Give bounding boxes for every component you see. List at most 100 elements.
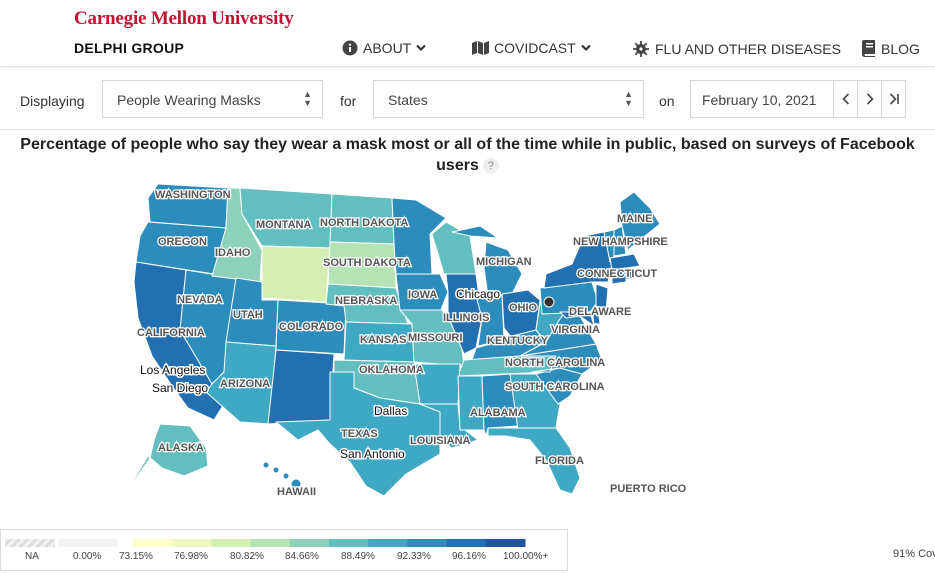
prev-date-button[interactable] [833,81,858,117]
nav-blog[interactable]: BLOG [862,40,920,57]
legend-color-step [368,539,408,547]
state-new-mexico[interactable] [267,349,335,425]
legend-color-step [250,539,291,547]
city-chicago: Chicago [456,287,500,301]
label-north-carolina: NORTH CAROLINA [505,357,605,369]
state-new-jersey[interactable] [595,283,609,313]
label-kansas: KANSAS [360,334,406,346]
map-legend: NA 0.00% 73.15% 76.98% 80.82% 84.66% 88.… [0,529,568,571]
label-oregon: OREGON [158,236,207,248]
state-rhode-island[interactable] [625,267,633,281]
legend-label: 73.15% [119,551,153,562]
state-new-hampshire[interactable] [613,225,627,257]
state-minnesota[interactable] [391,197,447,275]
label-puerto-rico: PUERTO RICO [610,483,687,495]
legend-color-step [485,539,526,547]
map-title: Percentage of people who say they wear a… [20,134,915,176]
state-wyoming[interactable] [261,245,331,303]
label-iowa: IOWA [408,289,437,301]
state-maine[interactable] [619,191,661,251]
state-connecticut[interactable] [611,267,627,285]
label-utah: UTAH [233,309,263,321]
legend-color-step [329,539,369,547]
nav-blog-label: BLOG [881,40,920,57]
state-louisiana[interactable] [419,403,479,449]
state-delaware[interactable] [591,307,601,325]
coverage-text: 91% Cov [893,548,935,560]
state-massachusetts[interactable] [609,253,641,271]
label-delaware: DELAWARE [569,306,631,318]
label-south-dakota: SOUTH DAKOTA [323,257,411,269]
dc-marker[interactable] [543,296,555,308]
signal-select-value: People Wearing Masks [117,92,261,108]
state-north-carolina[interactable] [519,343,603,375]
latest-date-button[interactable] [881,81,906,117]
nav-covidcast[interactable]: COVIDCAST [472,40,591,56]
delphi-group-link[interactable]: DELPHI GROUP [74,40,185,56]
chevron-down-icon [416,44,427,52]
state-illinois[interactable] [445,273,483,355]
nav-about[interactable]: ABOUT [342,40,427,56]
label-kentucky: KENTUCKY [487,335,549,347]
displaying-label: Displaying [20,93,85,109]
label-florida: FLORIDA [535,455,584,467]
next-date-button[interactable] [857,81,882,117]
state-alaska[interactable] [123,423,209,497]
label-nebraska: NEBRASKA [335,295,397,307]
for-label: for [340,93,357,109]
label-ohio: OHIO [509,302,538,314]
legend-label: 92.33% [397,551,431,562]
map-title-text: Percentage of people who say they wear a… [20,136,915,174]
state-iowa[interactable] [395,273,449,313]
state-maryland[interactable] [559,311,595,327]
legend-label: 88.49% [341,551,375,562]
label-hawaii: HAWAII [277,486,316,498]
state-mississippi[interactable] [457,375,485,431]
label-washington: WASHINGTON [155,189,231,201]
legend-color-step [407,539,448,547]
nav-covidcast-label: COVIDCAST [494,40,576,56]
map-controls-bar: Displaying People Wearing Masks ▲ ▼ for S… [0,67,935,130]
label-michigan: MICHIGAN [476,256,532,268]
date-value: February 10, 2021 [702,92,817,108]
legend-label: 96.16% [452,551,486,562]
state-indiana[interactable] [475,295,505,347]
legend-label: 76.98% [174,551,208,562]
us-choropleth-map[interactable]: WASHINGTON OREGON IDAHO MONTANA NORTH DA… [0,178,935,520]
city-san-antonio: San Antonio [340,447,405,461]
legend-gradient [133,539,526,547]
signal-select[interactable]: People Wearing Masks ▲ ▼ [102,80,323,118]
label-nevada: NEVADA [177,294,223,306]
label-maine: MAINE [617,213,652,225]
label-arizona: ARIZONA [220,378,270,390]
legend-label: 80.82% [230,551,264,562]
label-idaho: IDAHO [215,247,251,259]
help-icon[interactable]: ? [482,157,499,174]
chevron-down-icon [580,44,591,52]
label-virginia: VIRGINIA [551,324,600,336]
legend-label: 100.00%+ [503,551,548,562]
legend-color-step [133,539,173,547]
nav-flu-label: FLU AND OTHER DISEASES [655,41,841,57]
site-header: Carnegie Mellon University DELPHI GROUP … [0,0,935,67]
university-logo-text[interactable]: Carnegie Mellon University [74,8,294,29]
legend-color-step [172,539,212,547]
state-florida[interactable] [487,427,581,495]
chevron-right-icon [866,93,874,105]
label-connecticut: CONNECTICUT [577,268,657,280]
on-label: on [659,93,675,109]
date-picker[interactable]: February 10, 2021 [690,80,906,118]
legend-label: 0.00% [73,551,101,562]
label-california: CALIFORNIA [137,327,205,339]
label-montana: MONTANA [256,219,311,231]
label-south-carolina: SOUTH CAROLINA [505,381,605,393]
state-hawaii[interactable] [262,461,302,490]
region-select[interactable]: States ▲ ▼ [373,80,644,118]
info-icon [342,40,358,56]
label-illinois: ILLINOIS [443,312,489,324]
label-texas: TEXAS [341,428,378,440]
nav-flu[interactable]: FLU AND OTHER DISEASES [632,40,841,58]
state-texas[interactable] [275,371,441,497]
label-oklahoma: OKLAHOMA [359,364,424,376]
skip-to-end-icon [889,93,899,105]
